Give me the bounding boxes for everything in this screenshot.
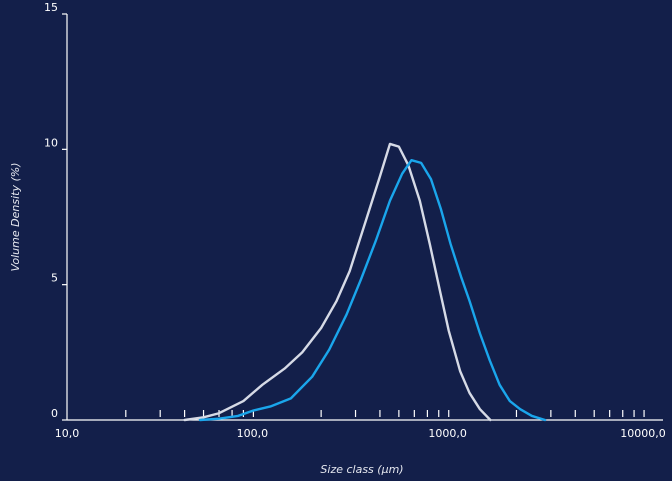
x-tick-label: 100,0: [237, 427, 269, 440]
y-tick-label: 5: [51, 272, 58, 285]
x-axis-title: Size class (µm): [320, 463, 403, 476]
y-axis-title: Volume Density (%): [9, 163, 22, 272]
y-tick-label: 0: [51, 407, 58, 420]
y-tick-label: 15: [44, 1, 58, 14]
series-line: [183, 142, 492, 422]
y-tick-label: 10: [44, 136, 58, 149]
x-tick-label: 1000,0: [428, 427, 467, 440]
x-tick-label: 10,0: [55, 427, 80, 440]
x-tick-label: 10000,0: [620, 427, 666, 440]
series-line: [198, 158, 547, 422]
